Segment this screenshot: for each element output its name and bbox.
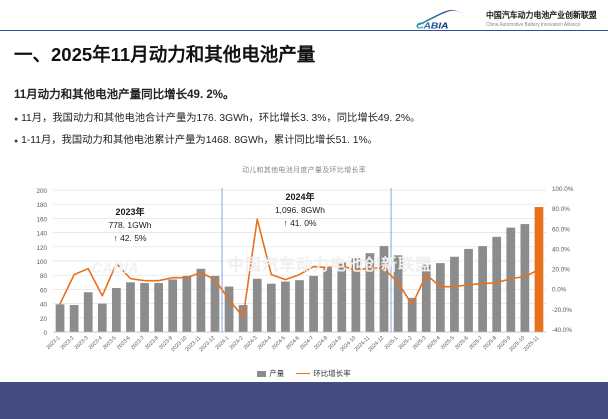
svg-text:2023-8: 2023-8	[144, 335, 160, 351]
svg-text:↑ 42. 5%: ↑ 42. 5%	[113, 233, 147, 243]
svg-text:2023年: 2023年	[115, 206, 144, 217]
svg-text:2023-7: 2023-7	[130, 335, 146, 351]
svg-text:2023-6: 2023-6	[116, 335, 132, 351]
svg-text:2025-7: 2025-7	[468, 335, 484, 351]
svg-text:CABIA: CABIA	[416, 21, 449, 30]
svg-text:0.0%: 0.0%	[552, 287, 567, 294]
svg-text:2025-4: 2025-4	[426, 335, 442, 351]
svg-text:100: 100	[36, 259, 47, 266]
svg-text:778. 1GWh: 778. 1GWh	[109, 220, 152, 230]
svg-text:80: 80	[40, 273, 48, 280]
svg-text:CABIA: CABIA	[91, 260, 139, 277]
svg-text:1,096. 8GWh: 1,096. 8GWh	[275, 205, 325, 215]
svg-text:2023-3: 2023-3	[74, 335, 90, 351]
svg-text:2024-2: 2024-2	[229, 335, 245, 351]
svg-text:2024-3: 2024-3	[243, 335, 259, 351]
svg-text:2024-1: 2024-1	[215, 335, 231, 351]
svg-text:2023-4: 2023-4	[88, 335, 104, 351]
svg-text:40: 40	[40, 302, 48, 309]
svg-text:↑ 41. 0%: ↑ 41. 0%	[283, 218, 317, 228]
svg-text:2024-8: 2024-8	[313, 335, 329, 351]
svg-text:2023-2: 2023-2	[60, 335, 76, 351]
svg-text:100.0%: 100.0%	[552, 186, 574, 193]
svg-text:20: 20	[40, 316, 48, 323]
svg-text:2025-5: 2025-5	[440, 335, 456, 351]
svg-text:2023-5: 2023-5	[102, 335, 118, 351]
svg-text:-40.0%: -40.0%	[552, 327, 572, 334]
svg-text:200: 200	[36, 188, 47, 195]
svg-text:中国汽车动力电池创新联盟: 中国汽车动力电池创新联盟	[228, 255, 432, 274]
svg-text:60.0%: 60.0%	[552, 226, 570, 233]
svg-text:20.0%: 20.0%	[552, 267, 570, 274]
svg-text:40.0%: 40.0%	[552, 246, 570, 253]
svg-text:2024-5: 2024-5	[271, 335, 287, 351]
svg-text:-20.0%: -20.0%	[552, 307, 572, 314]
svg-text:2025-8: 2025-8	[482, 335, 498, 351]
svg-text:2025-2: 2025-2	[398, 335, 414, 351]
svg-text:2024-12: 2024-12	[367, 335, 385, 353]
svg-text:2023-12: 2023-12	[198, 335, 216, 353]
svg-text:2025-3: 2025-3	[412, 335, 428, 351]
svg-text:2024-6: 2024-6	[285, 335, 301, 351]
svg-text:2025-11: 2025-11	[523, 335, 541, 353]
svg-text:2023-1: 2023-1	[46, 335, 62, 351]
svg-text:140: 140	[36, 231, 47, 238]
svg-text:2025-1: 2025-1	[384, 335, 400, 351]
svg-text:2025-6: 2025-6	[454, 335, 470, 351]
svg-text:80.0%: 80.0%	[552, 206, 570, 213]
svg-text:120: 120	[36, 245, 47, 252]
svg-text:2024-4: 2024-4	[257, 335, 273, 351]
svg-text:180: 180	[36, 202, 47, 209]
svg-text:160: 160	[36, 216, 47, 223]
svg-text:0: 0	[43, 330, 47, 337]
svg-text:60: 60	[40, 287, 48, 294]
svg-text:2024-7: 2024-7	[299, 335, 315, 351]
svg-text:2024年: 2024年	[285, 191, 314, 202]
